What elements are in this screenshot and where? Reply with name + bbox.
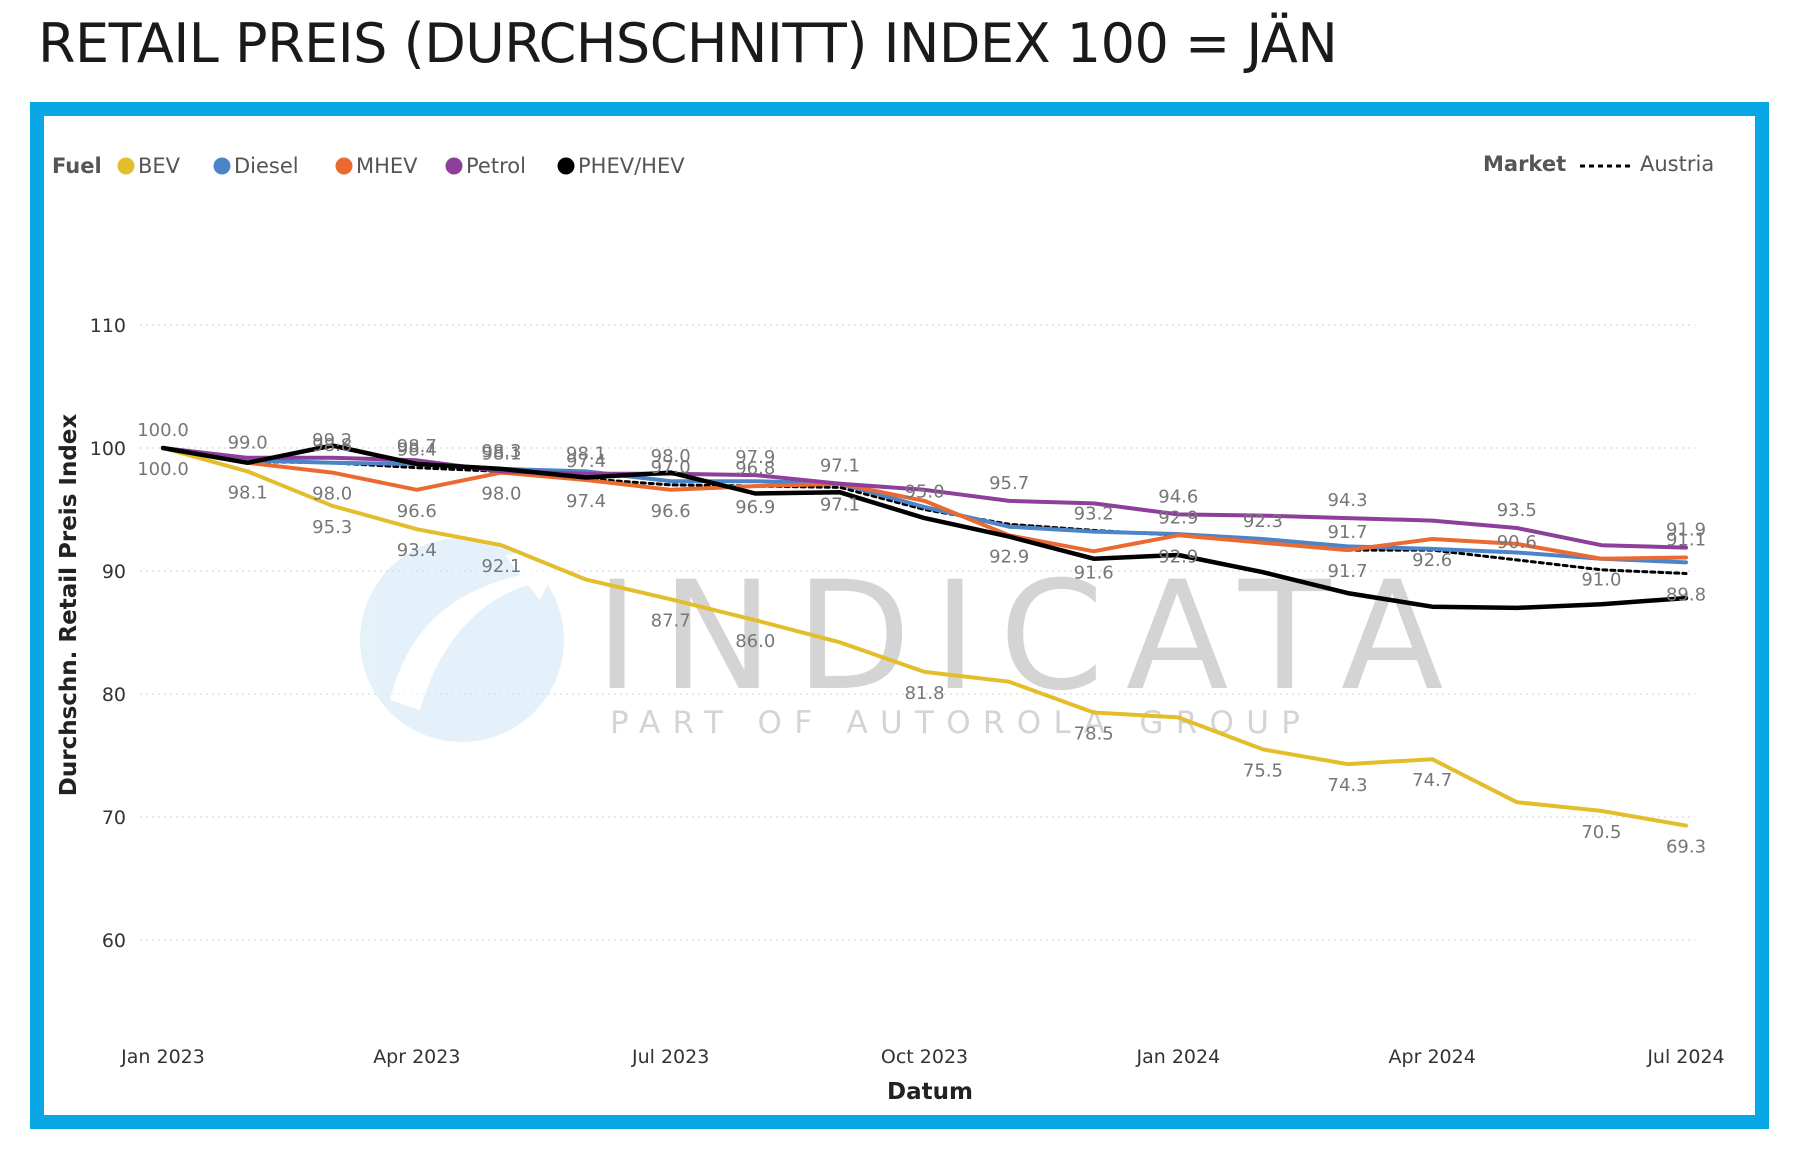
data-label-petrol: 93.5 [1497,500,1537,521]
data-label-bev: 86.0 [735,631,775,652]
x-tick-label: Jan 2024 [1135,1046,1220,1068]
data-label-bev: 92.1 [481,556,521,577]
data-label-austria: 97.0 [651,457,691,478]
data-label-bev: 75.5 [1243,760,1283,781]
data-label-mhev: 91.6 [1074,562,1114,583]
data-label-mhev: 98.0 [312,484,352,505]
y-tick-label: 70 [102,807,126,829]
data-label-austria: 95.0 [904,482,944,503]
market-legend-title: Market [1483,152,1566,176]
data-label-mhev: 92.9 [1158,546,1198,567]
x-tick-label: Oct 2023 [881,1046,968,1068]
y-tick-label: 60 [102,930,126,952]
legend-marker-petrol-icon [445,157,463,175]
data-label-diesel: 98.3 [481,441,521,462]
data-label-phev-hev: 100.0 [137,420,189,441]
data-label-petrol: 91.9 [1666,520,1706,541]
data-label-mhev: 92.9 [989,546,1029,567]
data-label-mhev: 92.6 [1412,550,1452,571]
data-label-mhev: 91.0 [1581,570,1621,591]
data-label-mhev: 91.7 [1328,561,1368,582]
data-label-petrol: 95.7 [989,473,1029,494]
data-label-mhev: 96.6 [651,501,691,522]
data-label-petrol: 97.9 [735,447,775,468]
data-label-austria: 96.8 [735,458,775,479]
page-title: RETAIL PREIS (DURCHSCHNITT) INDEX 100 = … [38,12,1338,75]
data-label-austria: 89.8 [1666,584,1706,605]
data-label-bev: 87.7 [651,610,691,631]
data-label-diesel: 98.7 [397,436,437,457]
data-label-austria: 92.9 [1158,507,1198,528]
data-label-bev: 70.5 [1581,822,1621,843]
data-label-mhev: 97.4 [566,491,606,512]
data-label-bev: 95.3 [312,517,352,538]
legend-marker-phev-hev-icon [557,157,575,175]
data-label-mhev: 96.6 [397,501,437,522]
data-label-bev: 69.3 [1666,837,1706,858]
data-label-petrol: 94.3 [1328,490,1368,511]
data-label-diesel: 92.3 [1243,511,1283,532]
series-line-petrol [161,446,1688,550]
data-label-austria: 98.4 [397,440,437,461]
data-label-diesel: 98.1 [566,443,606,464]
indicata-logo-icon [360,538,565,742]
legend-label-bev: BEV [138,154,181,178]
fuel-legend: Fuel BEV Diesel MHEV Petrol PHEV/HEV [52,154,685,178]
data-label-bev: 93.4 [397,540,437,561]
data-label-petrol: 94.6 [1158,486,1198,507]
series-line-phev-hev [160,443,1689,611]
series-line-diesel [161,446,1688,565]
legend-label-phev-hev: PHEV/HEV [578,154,685,178]
series-line-mhev [161,446,1688,561]
x-tick-label: Apr 2023 [373,1046,460,1068]
data-label-diesel: 98.8 [312,435,352,456]
chart-frame [30,102,1769,1129]
legend-marker-mhev-icon [335,157,353,175]
x-tick-label: Jul 2024 [1646,1046,1724,1068]
market-legend-austria: Austria [1640,152,1714,176]
y-tick-label: 90 [102,561,126,583]
data-label-austria: 97.4 [566,451,606,472]
watermark-tagline: PART OF AUTOROLA GROUP [610,705,1312,741]
data-label-mhev: 98.0 [481,484,521,505]
watermark-brand: INDICATA [595,550,1465,724]
x-tick-label: Jan 2023 [120,1046,205,1068]
legend-marker-bev-icon [117,157,135,175]
fuel-legend-title: Fuel [52,154,102,178]
series-line-bev [161,446,1688,828]
x-tick-label: Jul 2023 [631,1046,709,1068]
legend-marker-diesel-icon [213,157,231,175]
data-label-austria: 90.6 [1497,532,1537,553]
x-tick-label: Apr 2024 [1389,1046,1476,1068]
data-label-mhev: 91.1 [1666,529,1706,550]
indicata-watermark: INDICATA PART OF AUTOROLA GROUP [360,538,1465,742]
data-label-petrol: 97.1 [820,456,860,477]
data-label-mhev: 96.9 [735,497,775,518]
data-label-petrol: 98.1 [481,443,521,464]
data-label-bev: 81.8 [904,683,944,704]
data-label-bev: 74.3 [1328,775,1368,796]
data-label-mhev: 97.1 [820,495,860,516]
y-tick-label: 100 [90,438,126,460]
data-label-austria: 91.7 [1328,522,1368,543]
legend-label-petrol: Petrol [466,154,526,178]
data-label-petrol: 98.0 [651,446,691,467]
x-axis-title: Datum [887,1079,973,1105]
y-tick-label: 80 [102,684,126,706]
data-label-petrol: 99.2 [312,430,352,451]
legend-label-diesel: Diesel [234,154,299,178]
data-label-diesel: 93.2 [1074,504,1114,525]
legend-label-mhev: MHEV [356,154,418,178]
y-tick-label: 110 [90,315,126,337]
data-label-bev: 78.5 [1074,723,1114,744]
y-axis-title: Durchschn. Retail Preis Index [56,414,82,797]
data-label-diesel: 99.0 [228,432,268,453]
data-label-bev: 98.1 [228,482,268,503]
data-label-mhev: 100.0 [137,459,189,480]
market-legend: Market Austria [1483,152,1714,176]
data-label-bev: 74.7 [1412,770,1452,791]
